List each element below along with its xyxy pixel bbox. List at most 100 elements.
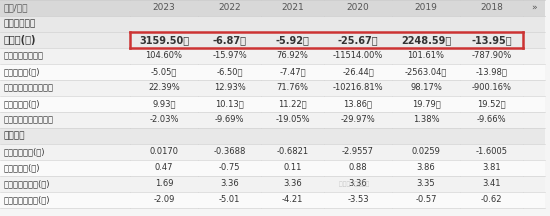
Bar bbox=[0, 48, 130, 64]
Bar bbox=[324, 176, 392, 192]
Bar bbox=[523, 16, 545, 32]
Bar bbox=[460, 80, 523, 96]
Bar bbox=[0, 112, 130, 128]
Text: 2020: 2020 bbox=[346, 3, 370, 13]
Bar bbox=[0, 0, 130, 16]
Bar bbox=[0, 192, 130, 208]
Text: 2022: 2022 bbox=[218, 3, 241, 13]
Text: 2021: 2021 bbox=[281, 3, 304, 13]
Text: 3.36: 3.36 bbox=[220, 179, 239, 189]
Bar bbox=[460, 48, 523, 64]
Text: 76.92%: 76.92% bbox=[277, 51, 309, 60]
Bar bbox=[130, 48, 198, 64]
Bar bbox=[523, 160, 545, 176]
Bar bbox=[324, 80, 392, 96]
Bar bbox=[198, 16, 261, 32]
Text: 净利润(元): 净利润(元) bbox=[4, 35, 36, 45]
Bar bbox=[392, 176, 460, 192]
Bar bbox=[392, 144, 460, 160]
Bar bbox=[324, 144, 392, 160]
Text: 每股未分配利润(元): 每股未分配利润(元) bbox=[4, 195, 51, 205]
Text: -26.44亿: -26.44亿 bbox=[342, 67, 374, 76]
Text: 3.81: 3.81 bbox=[482, 164, 501, 173]
Text: 扣非净利润(元): 扣非净利润(元) bbox=[4, 67, 41, 76]
Bar bbox=[324, 160, 392, 176]
Text: 净利润同比增长率: 净利润同比增长率 bbox=[4, 51, 44, 60]
Text: 0.11: 0.11 bbox=[283, 164, 302, 173]
Bar bbox=[130, 96, 198, 112]
Text: -2.03%: -2.03% bbox=[149, 116, 179, 124]
Text: -787.90%: -787.90% bbox=[471, 51, 512, 60]
Bar bbox=[460, 192, 523, 208]
Bar bbox=[0, 32, 130, 48]
Text: 2019: 2019 bbox=[415, 3, 437, 13]
Bar bbox=[392, 0, 460, 16]
Bar bbox=[324, 112, 392, 128]
Text: -3.53: -3.53 bbox=[347, 195, 369, 205]
Bar bbox=[261, 96, 324, 112]
Bar bbox=[130, 176, 198, 192]
Bar bbox=[392, 160, 460, 176]
Bar bbox=[130, 0, 198, 16]
Text: 0.47: 0.47 bbox=[155, 164, 173, 173]
Bar bbox=[261, 80, 324, 96]
Bar bbox=[460, 144, 523, 160]
Text: -13.95亿: -13.95亿 bbox=[471, 35, 512, 45]
Text: 每股资本公积金(元): 每股资本公积金(元) bbox=[4, 179, 51, 189]
Bar bbox=[523, 176, 545, 192]
Text: 3.36: 3.36 bbox=[283, 179, 302, 189]
Bar bbox=[523, 128, 545, 144]
Bar bbox=[392, 112, 460, 128]
Bar bbox=[0, 128, 130, 144]
Text: -10216.81%: -10216.81% bbox=[333, 84, 383, 92]
Text: 11.22亿: 11.22亿 bbox=[278, 100, 307, 108]
Text: 1.69: 1.69 bbox=[155, 179, 173, 189]
Text: -29.97%: -29.97% bbox=[340, 116, 375, 124]
Bar bbox=[130, 192, 198, 208]
Bar bbox=[392, 96, 460, 112]
Text: 3.36: 3.36 bbox=[349, 179, 367, 189]
Bar bbox=[198, 96, 261, 112]
Bar bbox=[324, 128, 392, 144]
Text: -1.6005: -1.6005 bbox=[476, 148, 508, 157]
Bar bbox=[523, 112, 545, 128]
Text: 104.60%: 104.60% bbox=[146, 51, 183, 60]
Bar bbox=[198, 32, 261, 48]
Bar bbox=[523, 48, 545, 64]
Bar bbox=[523, 192, 545, 208]
Text: 科目/年度: 科目/年度 bbox=[4, 3, 29, 13]
Bar bbox=[392, 64, 460, 80]
Text: 公众号: 博望财经: 公众号: 博望财经 bbox=[339, 181, 369, 187]
Text: 2023: 2023 bbox=[153, 3, 175, 13]
Bar bbox=[261, 176, 324, 192]
Text: -6.50亿: -6.50亿 bbox=[216, 67, 243, 76]
Bar bbox=[261, 128, 324, 144]
Text: -5.05亿: -5.05亿 bbox=[151, 67, 177, 76]
Bar bbox=[0, 80, 130, 96]
Bar bbox=[460, 32, 523, 48]
Bar bbox=[198, 176, 261, 192]
Bar bbox=[261, 64, 324, 80]
Bar bbox=[392, 32, 460, 48]
Text: 每股净资产(元): 每股净资产(元) bbox=[4, 164, 41, 173]
Text: 每股指标: 每股指标 bbox=[4, 132, 25, 140]
Bar bbox=[324, 32, 392, 48]
Bar bbox=[460, 128, 523, 144]
Text: -2.9557: -2.9557 bbox=[342, 148, 374, 157]
Text: -11514.00%: -11514.00% bbox=[333, 51, 383, 60]
Bar bbox=[130, 64, 198, 80]
Bar bbox=[392, 48, 460, 64]
Bar bbox=[392, 128, 460, 144]
Bar bbox=[324, 0, 392, 16]
Text: -5.01: -5.01 bbox=[219, 195, 240, 205]
Text: 22.39%: 22.39% bbox=[148, 84, 180, 92]
Bar bbox=[198, 64, 261, 80]
Text: -4.21: -4.21 bbox=[282, 195, 303, 205]
Bar bbox=[0, 144, 130, 160]
Text: -0.75: -0.75 bbox=[219, 164, 240, 173]
Text: -9.69%: -9.69% bbox=[214, 116, 244, 124]
Bar bbox=[460, 16, 523, 32]
Text: »: » bbox=[531, 3, 537, 13]
Text: 19.52亿: 19.52亿 bbox=[477, 100, 506, 108]
Bar bbox=[392, 192, 460, 208]
